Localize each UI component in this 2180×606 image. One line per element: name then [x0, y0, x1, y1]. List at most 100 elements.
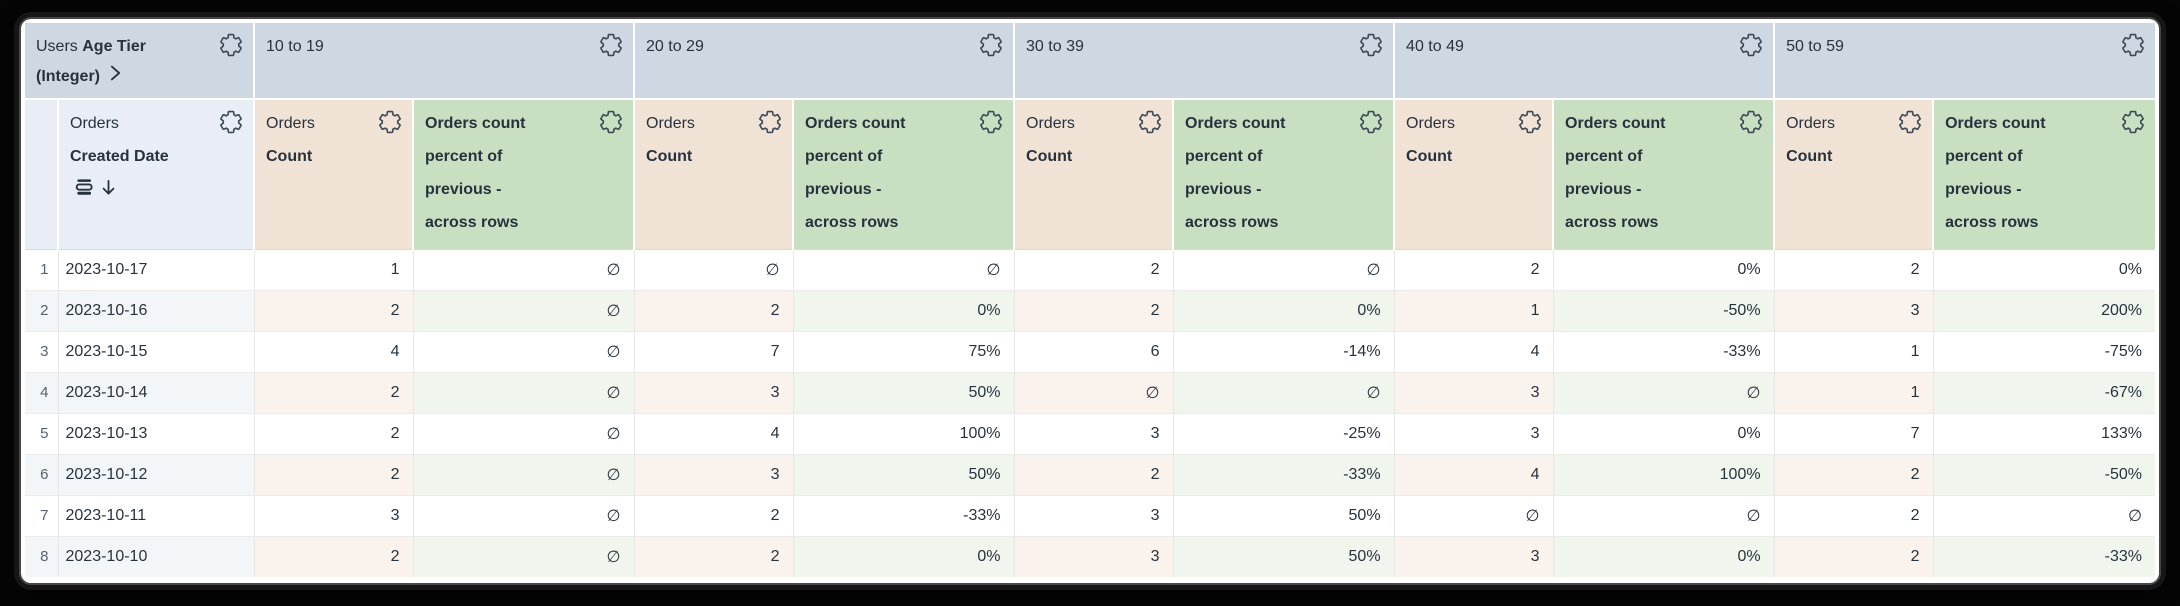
percent-cell[interactable]: -25%: [1172, 412, 1395, 454]
gear-icon[interactable]: [1897, 109, 1923, 135]
percent-cell[interactable]: ∅: [412, 412, 635, 454]
gear-icon[interactable]: [218, 32, 244, 58]
count-cell[interactable]: ∅: [1393, 494, 1554, 536]
percent-cell[interactable]: ∅: [1172, 371, 1395, 413]
count-cell[interactable]: 7: [633, 330, 794, 372]
pivot-header-40-49[interactable]: 40 to 49: [1393, 23, 1775, 100]
count-cell[interactable]: 3: [253, 494, 413, 536]
gear-icon[interactable]: [1137, 109, 1163, 135]
date-cell[interactable]: 2023-10-14: [57, 371, 254, 413]
percent-cell[interactable]: -14%: [1172, 330, 1395, 372]
percent-cell[interactable]: 100%: [792, 412, 1015, 454]
count-cell[interactable]: 2: [253, 289, 413, 331]
percent-cell[interactable]: ∅: [1552, 371, 1775, 413]
percent-header-50-59[interactable]: Orders count percent of previous - acros…: [1932, 99, 2155, 250]
percent-cell[interactable]: 0%: [1932, 249, 2155, 290]
gear-icon[interactable]: [1517, 109, 1543, 135]
count-cell[interactable]: 2: [1773, 453, 1934, 495]
count-cell[interactable]: 2: [633, 494, 794, 536]
count-header-10-19[interactable]: Orders Count: [253, 99, 413, 250]
date-column-header[interactable]: Orders Created Date: [57, 99, 254, 250]
date-cell[interactable]: 2023-10-11: [57, 494, 254, 536]
gear-icon[interactable]: [978, 109, 1004, 135]
gear-icon[interactable]: [1358, 109, 1384, 135]
percent-cell[interactable]: 50%: [792, 453, 1015, 495]
date-cell[interactable]: 2023-10-13: [57, 412, 254, 454]
pivot-header-30-39[interactable]: 30 to 39: [1013, 23, 1395, 100]
count-cell[interactable]: 4: [253, 330, 413, 372]
count-cell[interactable]: 6: [1013, 330, 1174, 372]
percent-cell[interactable]: 50%: [1172, 535, 1395, 577]
subtotal-rows-icon[interactable]: [74, 176, 95, 209]
gear-icon[interactable]: [757, 109, 783, 135]
percent-cell[interactable]: ∅: [412, 330, 635, 372]
count-cell[interactable]: 2: [1013, 453, 1174, 495]
gear-icon[interactable]: [2120, 32, 2146, 58]
expand-chevron-icon[interactable]: [108, 62, 123, 95]
percent-cell[interactable]: ∅: [412, 535, 635, 577]
percent-cell[interactable]: ∅: [412, 371, 635, 413]
percent-cell[interactable]: 50%: [792, 371, 1015, 413]
count-cell[interactable]: 2: [1013, 289, 1174, 331]
percent-cell[interactable]: 200%: [1932, 289, 2155, 331]
count-header-20-29[interactable]: Orders Count: [633, 99, 794, 250]
gear-icon[interactable]: [377, 109, 403, 135]
gear-icon[interactable]: [1358, 32, 1384, 58]
count-cell[interactable]: 2: [633, 535, 794, 577]
percent-cell[interactable]: 0%: [792, 289, 1015, 331]
count-cell[interactable]: 3: [1013, 412, 1174, 454]
gear-icon[interactable]: [1738, 32, 1764, 58]
count-cell[interactable]: 3: [1393, 371, 1554, 413]
count-cell[interactable]: ∅: [633, 249, 794, 290]
count-cell[interactable]: 7: [1773, 412, 1934, 454]
percent-cell[interactable]: ∅: [1552, 494, 1775, 536]
date-cell[interactable]: 2023-10-10: [57, 535, 254, 577]
percent-cell[interactable]: ∅: [412, 249, 635, 290]
count-cell[interactable]: 3: [633, 371, 794, 413]
date-cell[interactable]: 2023-10-15: [57, 330, 254, 372]
percent-cell[interactable]: -50%: [1552, 289, 1775, 331]
count-cell[interactable]: 3: [1393, 412, 1554, 454]
count-header-50-59[interactable]: Orders Count: [1773, 99, 1934, 250]
count-header-30-39[interactable]: Orders Count: [1013, 99, 1174, 250]
gear-icon[interactable]: [978, 32, 1004, 58]
gear-icon[interactable]: [2120, 109, 2146, 135]
count-cell[interactable]: 3: [633, 453, 794, 495]
percent-cell[interactable]: -33%: [792, 494, 1015, 536]
gear-icon[interactable]: [1738, 109, 1764, 135]
count-cell[interactable]: 4: [1393, 330, 1554, 372]
percent-cell[interactable]: 0%: [1172, 289, 1395, 331]
pivot-header-50-59[interactable]: 50 to 59: [1773, 23, 2155, 100]
percent-cell[interactable]: ∅: [412, 494, 635, 536]
count-cell[interactable]: 2: [633, 289, 794, 331]
percent-cell[interactable]: -75%: [1932, 330, 2155, 372]
percent-cell[interactable]: 100%: [1552, 453, 1775, 495]
pivot-header-20-29[interactable]: 20 to 29: [633, 23, 1015, 100]
percent-header-20-29[interactable]: Orders count percent of previous - acros…: [792, 99, 1015, 250]
percent-cell[interactable]: ∅: [1932, 494, 2155, 536]
row-dimension-header[interactable]: Users Age Tier (Integer): [25, 23, 254, 100]
count-cell[interactable]: 4: [1393, 453, 1554, 495]
date-cell[interactable]: 2023-10-12: [57, 453, 254, 495]
date-cell[interactable]: 2023-10-16: [57, 289, 254, 331]
percent-header-30-39[interactable]: Orders count percent of previous - acros…: [1172, 99, 1395, 250]
count-cell[interactable]: 1: [253, 249, 413, 290]
count-cell[interactable]: 1: [1393, 289, 1554, 331]
percent-cell[interactable]: -33%: [1552, 330, 1775, 372]
percent-header-10-19[interactable]: Orders count percent of previous - acros…: [411, 99, 635, 250]
percent-cell[interactable]: 75%: [792, 330, 1015, 372]
count-cell[interactable]: 1: [1773, 371, 1934, 413]
percent-cell[interactable]: ∅: [412, 289, 635, 331]
count-header-40-49[interactable]: Orders Count: [1393, 99, 1554, 250]
count-cell[interactable]: 2: [253, 453, 413, 495]
sort-descending-icon[interactable]: [99, 176, 118, 209]
percent-cell[interactable]: ∅: [792, 249, 1015, 290]
count-cell[interactable]: 3: [1393, 535, 1554, 577]
percent-cell[interactable]: ∅: [412, 453, 635, 495]
count-cell[interactable]: 3: [1773, 289, 1934, 331]
percent-cell[interactable]: 0%: [1552, 412, 1775, 454]
percent-cell[interactable]: ∅: [1172, 249, 1395, 290]
percent-cell[interactable]: 0%: [1552, 249, 1775, 290]
percent-cell[interactable]: -67%: [1932, 371, 2155, 413]
count-cell[interactable]: ∅: [1013, 371, 1174, 413]
